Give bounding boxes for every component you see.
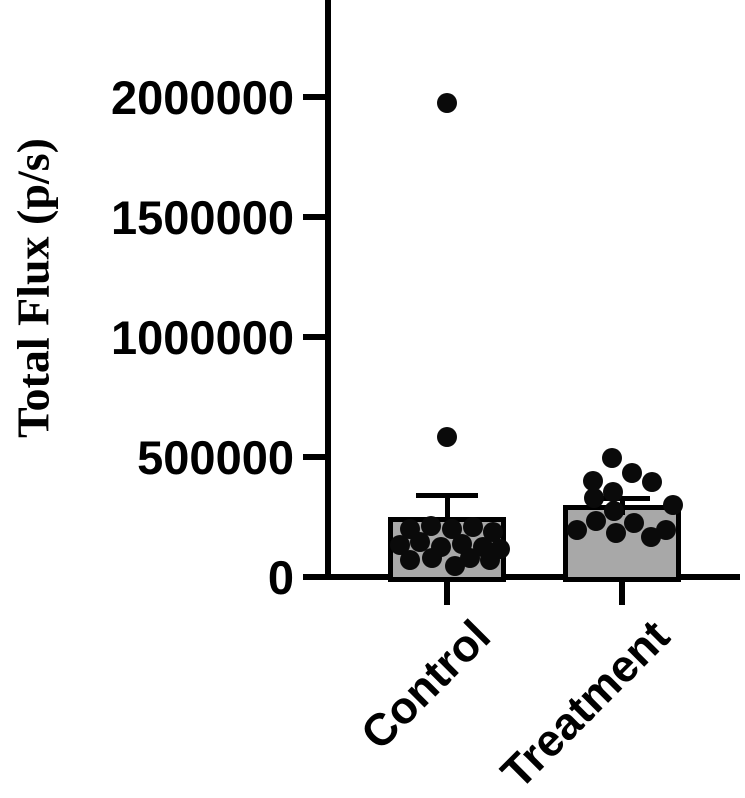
error-bar-cap — [594, 495, 650, 501]
y-tick-label: 2000000 — [111, 70, 294, 124]
y-axis-line — [325, 0, 331, 580]
data-point — [656, 519, 676, 540]
data-point — [483, 521, 503, 542]
data-point — [410, 531, 430, 552]
y-axis-tick — [303, 454, 326, 460]
data-point — [663, 495, 683, 515]
x-category-label-control: Control — [350, 610, 501, 760]
data-point — [437, 427, 457, 448]
y-axis-title: Total Flux (p/s) — [7, 138, 59, 438]
data-point — [583, 471, 603, 491]
data-point — [606, 523, 626, 544]
y-axis-tick — [303, 214, 326, 220]
x-axis-line — [325, 574, 740, 580]
y-axis-tick — [303, 334, 326, 340]
data-point — [604, 501, 624, 521]
data-point — [460, 548, 480, 569]
data-point — [584, 488, 604, 509]
y-axis-tick — [303, 574, 326, 580]
data-point — [400, 549, 420, 570]
data-point — [586, 511, 606, 532]
error-bar-cap — [416, 493, 478, 499]
data-point — [421, 516, 441, 537]
x-category-label-treatment: Treatment — [490, 610, 680, 798]
data-point — [463, 517, 483, 538]
data-point — [624, 513, 644, 533]
data-point — [622, 463, 642, 484]
data-point — [642, 471, 662, 492]
data-point — [445, 555, 465, 576]
x-axis-tick — [619, 580, 625, 605]
y-tick-label: 500000 — [137, 430, 294, 484]
y-tick-label: 0 — [267, 550, 294, 604]
data-point — [602, 447, 622, 468]
data-point — [567, 519, 587, 540]
y-axis-tick — [303, 94, 326, 100]
x-axis-tick — [444, 580, 450, 605]
data-point — [480, 549, 500, 570]
data-point — [437, 93, 457, 113]
data-point — [641, 526, 661, 547]
y-tick-label: 1500000 — [111, 190, 294, 244]
data-point — [422, 548, 442, 569]
data-point — [603, 482, 623, 503]
error-bar-stem — [445, 495, 450, 527]
y-tick-label: 1000000 — [111, 310, 294, 364]
